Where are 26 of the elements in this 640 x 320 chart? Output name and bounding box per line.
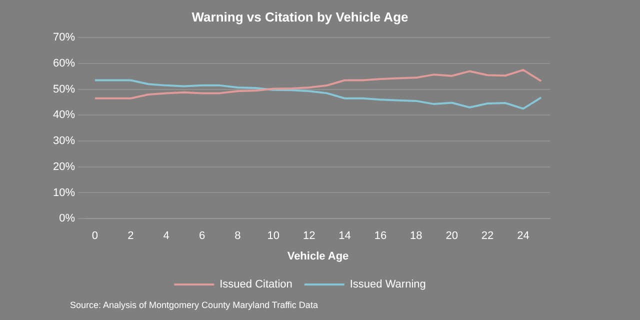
y-tick-label: 30% bbox=[52, 135, 76, 148]
chart-title: Warning vs Citation by Vehicle Age bbox=[192, 9, 408, 24]
y-tick-label: 50% bbox=[52, 83, 76, 96]
y-tick-label: 40% bbox=[52, 109, 76, 122]
x-tick-label: 22 bbox=[481, 230, 494, 242]
x-tick-label: 14 bbox=[338, 230, 351, 242]
x-tick-label: 12 bbox=[302, 230, 316, 242]
x-tick-label: 4 bbox=[163, 230, 170, 242]
y-tick-label: 70% bbox=[52, 32, 76, 44]
y-tick-label: 60% bbox=[52, 57, 76, 70]
y-tick-label: 0% bbox=[59, 212, 76, 225]
x-tick-label: 24 bbox=[517, 230, 530, 242]
source-note: Source: Analysis of Montgomery County Maryland Traffic Data bbox=[70, 300, 318, 310]
x-tick-label: 20 bbox=[446, 230, 458, 242]
x-tick-label: 0 bbox=[92, 230, 98, 242]
legend-label: Issued Warning bbox=[350, 278, 426, 291]
y-tick-label: 10% bbox=[52, 186, 76, 199]
x-axis-title: Vehicle Age bbox=[287, 250, 349, 262]
x-tick-label: 16 bbox=[374, 230, 387, 242]
x-tick-label: 8 bbox=[234, 230, 241, 242]
x-tick-label: 6 bbox=[198, 230, 206, 242]
x-tick-label: 10 bbox=[267, 230, 280, 242]
x-tick-label: 18 bbox=[410, 230, 422, 242]
x-tick-label: 2 bbox=[128, 230, 134, 242]
legend-label: Issued Citation bbox=[220, 278, 292, 291]
y-tick-label: 20% bbox=[52, 160, 76, 173]
